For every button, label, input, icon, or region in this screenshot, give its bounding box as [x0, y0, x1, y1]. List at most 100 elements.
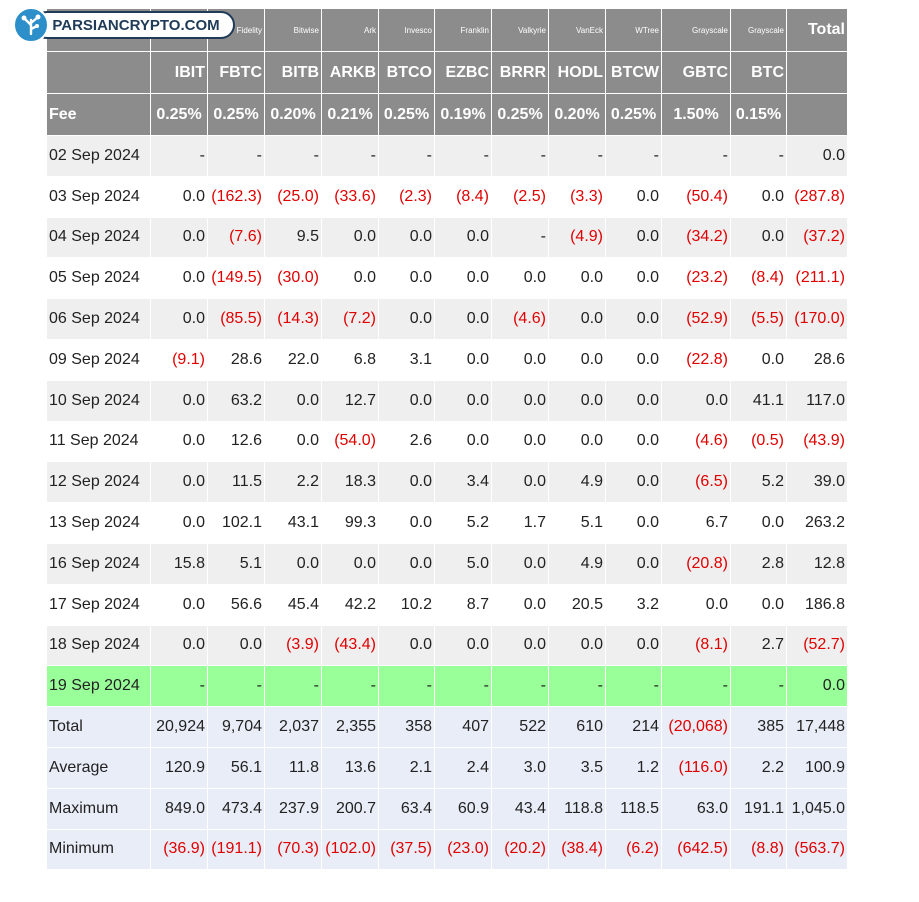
- stat-cell: 3.5: [548, 746, 606, 789]
- flow-cell: 0.0: [786, 665, 848, 708]
- date-cell: 10 Sep 2024: [46, 379, 151, 422]
- data-row: 05 Sep 2024 0.0 (149.5) (30.0) 0.0 0.0 0.0 0.0 0…: [46, 257, 848, 300]
- flow-cell: 0.0: [150, 379, 208, 422]
- flow-cell: 0.0: [321, 216, 379, 259]
- flow-cell: 0.0: [378, 624, 435, 667]
- flow-cell: 0.0: [264, 542, 322, 585]
- flow-cell: (8.4): [730, 257, 787, 300]
- flow-cell: 186.8: [786, 583, 848, 626]
- stat-cell: 358: [378, 706, 435, 748]
- ticker-header: BTCW: [605, 51, 662, 94]
- flow-cell: (52.9): [661, 298, 731, 340]
- stat-cell: (20,068): [661, 706, 731, 748]
- flow-cell: 5.2: [730, 461, 787, 504]
- stat-cell: 63.4: [378, 787, 435, 830]
- flow-cell: 0.0: [150, 624, 208, 667]
- ticker-header: BTC: [730, 51, 787, 94]
- flow-cell: -: [378, 135, 435, 177]
- ticker-row: IBIT FBTC BITB ARKB BTCO EZBC BRRR HODL BTCW GBTC…: [46, 51, 848, 94]
- flow-cell: (34.2): [661, 216, 731, 259]
- flow-cell: 99.3: [321, 502, 379, 544]
- flow-cell: 56.6: [207, 583, 265, 626]
- flow-cell: 10.2: [378, 583, 435, 626]
- flow-cell: (211.1): [786, 257, 848, 300]
- flow-cell: 0.0: [548, 624, 606, 667]
- data-row: 03 Sep 2024 0.0 (162.3) (25.0) (33.6) (2.3) (8…: [46, 175, 848, 218]
- stat-cell: 17,448: [786, 706, 848, 748]
- data-row: 16 Sep 2024 15.8 5.1 0.0 0.0 0.0 5.0 0.0 4.9 0.0(…: [46, 542, 848, 585]
- header-cell: [786, 93, 848, 136]
- data-row: 19 Sep 2024- - - - - - - - - - -0.0: [46, 665, 848, 708]
- flow-cell: (37.2): [786, 216, 848, 259]
- ticker-header: EZBC: [434, 51, 492, 94]
- flow-cell: 63.2: [207, 379, 265, 422]
- stat-label: Total: [46, 706, 151, 748]
- stat-cell: 2.4: [434, 746, 492, 789]
- flow-cell: 11.5: [207, 461, 265, 504]
- flow-cell: (8.1): [661, 624, 731, 667]
- stat-cell: 200.7: [321, 787, 379, 830]
- data-row: 17 Sep 2024 0.0 56.6 45.4 42.2 10.2 8.7 0.0 20.5…: [46, 583, 848, 626]
- stat-cell: 237.9: [264, 787, 322, 830]
- stat-cell: 214: [605, 706, 662, 748]
- date-cell: 02 Sep 2024: [46, 135, 151, 177]
- flow-cell: 42.2: [321, 583, 379, 626]
- etf-flow-table: Fidelity Bitwise Ark Invesco Franklin Valkyri…: [46, 8, 848, 871]
- flow-cell: 0.0: [491, 583, 549, 626]
- flow-cell: -: [264, 665, 322, 708]
- flow-cell: 0.0: [150, 216, 208, 259]
- fee-value: 0.20%: [264, 93, 322, 136]
- flow-cell: 0.0: [605, 257, 662, 300]
- flow-cell: 2.6: [378, 420, 435, 463]
- data-row: 11 Sep 2024 0.0 12.6 0.0 (54.0) 2.6 0.0 0.0 0.0 0…: [46, 420, 848, 463]
- flow-cell: (20.8): [661, 542, 731, 585]
- flow-cell: 2.8: [730, 542, 787, 585]
- stat-row: Minimum (36.9) (191.1) (70.3) (102.0) (37.5)(…: [46, 828, 848, 871]
- date-cell: 04 Sep 2024: [46, 216, 151, 259]
- flow-cell: 6.7: [661, 502, 731, 544]
- flow-cell: (8.4): [434, 175, 492, 218]
- flow-cell: 0.0: [605, 298, 662, 340]
- flow-cell: 0.0: [434, 379, 492, 422]
- flow-cell: 0.0: [491, 542, 549, 585]
- flow-cell: (162.3): [207, 175, 265, 218]
- flow-cell: (25.0): [264, 175, 322, 218]
- flow-cell: 102.1: [207, 502, 265, 544]
- stat-cell: 473.4: [207, 787, 265, 830]
- issuer-header: WTree: [605, 8, 662, 52]
- flow-cell: -: [434, 665, 492, 708]
- flow-cell: -: [605, 135, 662, 177]
- flow-cell: 5.1: [207, 542, 265, 585]
- flow-cell: -: [491, 665, 549, 708]
- flow-cell: 0.0: [730, 338, 787, 381]
- table-body: Fidelity Bitwise Ark Invesco Franklin Valkyri…: [46, 8, 848, 871]
- stat-cell: 2,037: [264, 706, 322, 748]
- flow-cell: 0.0: [491, 338, 549, 381]
- flow-cell: 0.0: [150, 298, 208, 340]
- flow-cell: 0.0: [264, 420, 322, 463]
- flow-cell: 0.0: [661, 583, 731, 626]
- stat-label: Minimum: [46, 828, 151, 871]
- stat-cell: (23.0): [434, 828, 492, 871]
- flow-cell: (4.6): [491, 298, 549, 340]
- ticker-header: IBIT: [150, 51, 208, 94]
- flow-cell: (33.6): [321, 175, 379, 218]
- stat-cell: 118.5: [605, 787, 662, 830]
- stat-cell: 522: [491, 706, 549, 748]
- fee-value: 1.50%: [661, 93, 731, 136]
- issuer-header: VanEck: [548, 8, 606, 52]
- flow-cell: 0.0: [378, 379, 435, 422]
- flow-cell: (50.4): [661, 175, 731, 218]
- flow-cell: 41.1: [730, 379, 787, 422]
- flow-cell: 9.5: [264, 216, 322, 259]
- fee-value: 0.25%: [491, 93, 549, 136]
- date-cell: 17 Sep 2024: [46, 583, 151, 626]
- stat-row: Maximum 849.0 473.4 237.9 200.7 63.4 60.9 43.4 1…: [46, 787, 848, 830]
- fee-value: 0.25%: [378, 93, 435, 136]
- stat-cell: (116.0): [661, 746, 731, 789]
- flow-cell: 12.8: [786, 542, 848, 585]
- flow-cell: (9.1): [150, 338, 208, 381]
- flow-cell: -: [661, 135, 731, 177]
- flow-cell: -: [150, 665, 208, 708]
- issuer-header: Bitwise: [264, 8, 322, 52]
